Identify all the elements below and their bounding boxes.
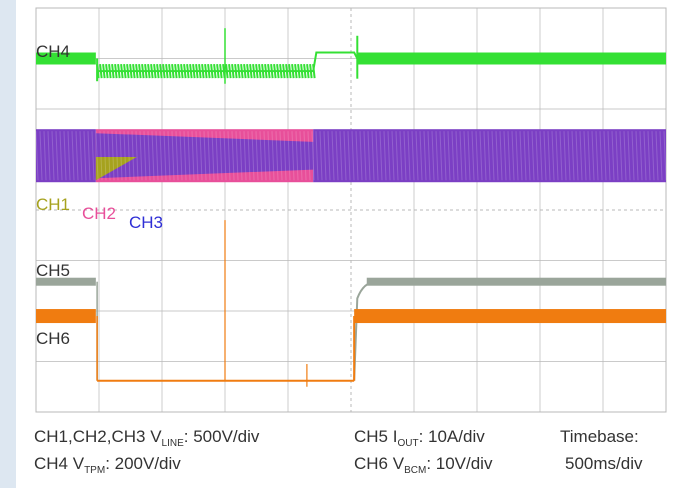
- caption-iout-prefix: CH5 I: [354, 427, 398, 446]
- ch6-trace-band: [36, 309, 96, 324]
- ch3-band-middle: [95, 133, 314, 179]
- caption-timebase-label: Timebase:: [560, 427, 639, 446]
- oscilloscope-panel: CH4 CH1 CH2 CH3 CH5 CH6 CH1,CH2,CH3 VLIN…: [16, 0, 696, 488]
- ch1-label-text: CH1: [36, 195, 71, 214]
- caption-vbcm-suffix: : 10V/div: [426, 454, 493, 473]
- caption-iout: CH5 IOUT: 10A/div: [354, 428, 485, 453]
- ch4-trace-band-right: [357, 52, 666, 65]
- ch3-label: CH3: [129, 213, 163, 233]
- ch4-trace-step: [312, 51, 359, 72]
- ch2-label: CH2: [82, 204, 116, 224]
- caption-iout-sub: OUT: [397, 438, 419, 449]
- caption-vline-sub: LINE: [161, 438, 184, 449]
- ch4-trace-band: [36, 52, 96, 65]
- caption-vbcm: CH6 VBCM: 10V/div: [354, 455, 492, 480]
- caption-vline-suffix: : 500V/div: [183, 427, 260, 446]
- ch4-label: CH4: [36, 42, 71, 61]
- ch6-label: CH6: [36, 329, 71, 348]
- caption-vtpm-sub: TPM: [84, 465, 106, 476]
- ch5-label: CH5: [36, 261, 71, 280]
- caption-vbcm-sub: BCM: [404, 465, 427, 476]
- caption-line-volts: CH1,CH2,CH3 VLINE: 500V/div: [34, 428, 259, 453]
- caption-timebase-value: 500ms/div: [565, 454, 643, 473]
- ch5-trace-band: [36, 277, 96, 286]
- caption-vtpm: CH4 VTPM: 200V/div: [34, 455, 181, 480]
- ch1-band-middle: [95, 156, 137, 181]
- ch123-oscillation: [35, 131, 667, 181]
- ch123-band-left: [36, 129, 96, 183]
- ch6-trace-band-right: [354, 309, 666, 324]
- ch2-label-text: CH2: [82, 204, 117, 223]
- ch1-label: CH1: [36, 195, 70, 215]
- caption-vtpm-prefix: CH4 V: [34, 454, 85, 473]
- oscilloscope-display: [35, 7, 667, 413]
- ch3-label-text: CH3: [129, 213, 164, 232]
- caption-iout-suffix: : 10A/div: [418, 427, 485, 446]
- caption-vline-prefix: CH1,CH2,CH3 V: [34, 427, 162, 446]
- ch123-band-right: [313, 129, 666, 183]
- ch5-trace-band-right: [366, 277, 666, 286]
- caption-vbcm-prefix: CH6 V: [354, 454, 405, 473]
- caption-vtpm-suffix: : 200V/div: [105, 454, 181, 473]
